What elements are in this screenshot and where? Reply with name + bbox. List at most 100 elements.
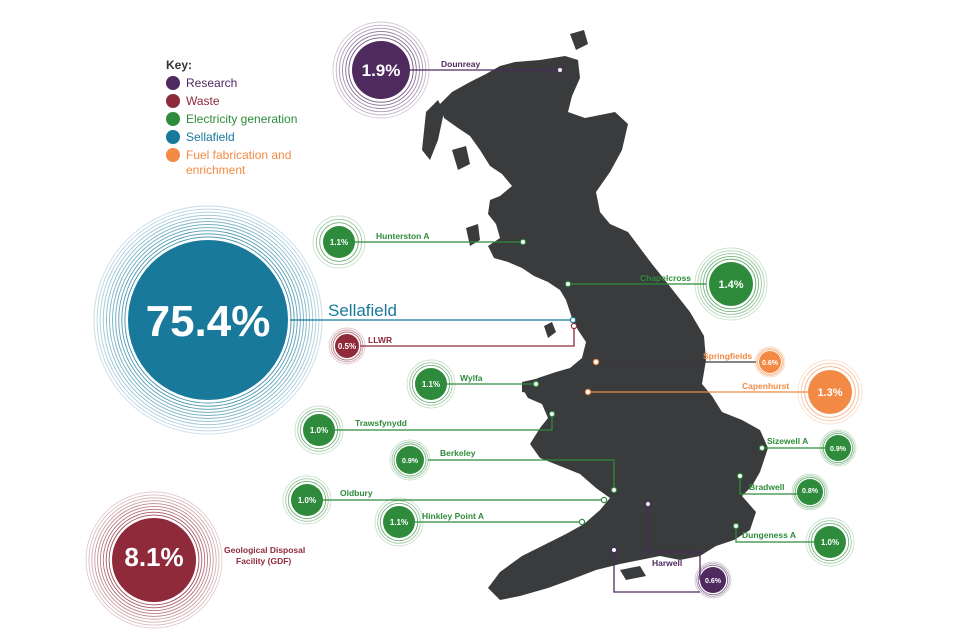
legend-label: Research [186,76,238,90]
chapelcross-core [709,262,753,306]
llwr-bubble [328,327,366,365]
legend-item-fuel: Fuel fabrication and enrichment [166,148,306,178]
trawsfynydd-core [303,414,335,446]
harwell-connector [647,504,701,580]
sizewell-bubble [819,429,857,467]
connector-lines [290,69,838,593]
sellafield-value: 75.4% [146,297,271,346]
dungeness-connector [735,526,826,543]
dungeness-ring [810,522,850,562]
dungeness-ring [805,517,855,567]
chapelcross-ring [705,258,757,310]
springfields-value: 0.6% [762,360,779,367]
hunterston-label: Hunterston A [376,231,430,241]
llwr-ring [332,331,362,361]
sizewell-ring [819,429,857,467]
berkeley-ring [389,439,431,481]
electricity-color-swatch [166,112,180,126]
hinkley-label: Hinkley Point A [422,511,484,521]
legend-label: Waste [186,94,220,108]
bradwell-core [797,479,823,505]
sizewell-core [825,435,851,461]
wylfa-ring [406,359,456,409]
winfrith-connector [613,550,700,593]
research-color-swatch [166,76,180,90]
dounreay-ring [338,27,424,113]
orkney-shape [570,30,588,50]
wylfa-label: Wylfa [460,373,483,383]
llwr-connector [360,326,575,347]
sellafield-ring [93,205,323,435]
capenhurst-ring [800,362,860,422]
chapelcross-dot [564,280,572,288]
chapelcross-ring [702,255,760,313]
dounreay-core [352,41,410,99]
gdf-label-line1: Geological Disposal [224,545,305,555]
sellafield-label: Sellafield [328,301,397,320]
dungeness-ring [808,520,852,564]
gdf-ring [94,500,214,620]
hinkley-ring [374,497,424,547]
bradwell-value: 0.8% [802,488,819,495]
dungeness-dot [732,522,740,530]
trawsfynydd-label: Trawsfynydd [355,418,407,428]
bradwell-ring [794,476,826,508]
gdf-value: 8.1% [124,542,183,572]
sellafield-core [128,240,288,400]
gdf-label-line2: Facility (GDF) [236,556,291,566]
oldbury-bubble [282,475,332,525]
bubble-values: 1.9% 1.1% 1.4% 75.4% 0.5% 0.6% 1.3% 1.1%… [124,61,846,585]
site-labels: Dounreay Hunterston A Chapelcross Sellaf… [224,59,808,568]
berkeley-core [396,446,424,474]
trawsfynydd-bubble [294,405,344,455]
llwr-dot [570,322,578,330]
wylfa-dot [532,380,540,388]
legend-item-research: Research [166,76,306,91]
sellafield-ring [102,214,314,426]
hinkley-ring [379,502,419,542]
sizewell-label: Sizewell A [767,436,808,446]
springfields-ring [755,347,785,377]
dounreay-value: 1.9% [362,61,401,80]
bradwell-connector [739,476,810,495]
springfields-ring [757,349,783,375]
sellafield-ring [105,217,311,423]
oldbury-ring [287,480,327,520]
hinkley-value: 1.1% [390,518,408,527]
chapelcross-ring [700,253,762,315]
hunterston-ring [312,215,366,269]
great-britain-shape [440,56,768,600]
bradwell-ring [791,473,829,511]
dungeness-bubble [805,517,855,567]
oldbury-dot [600,496,608,504]
harwell-ring [697,564,729,596]
capenhurst-label: Capenhurst [742,381,789,391]
trawsfynydd-dot [548,410,556,418]
western-isles-shape [422,100,444,160]
wylfa-value: 1.1% [422,380,440,389]
bradwell-label: Bradwell [749,482,784,492]
wylfa-ring [409,362,453,406]
oldbury-value: 1.0% [298,496,316,505]
gdf-ring [108,514,200,606]
oldbury-ring [285,478,329,522]
llwr-core [335,334,359,358]
islay-shape [466,224,480,246]
trawsfynydd-ring [299,410,339,450]
harwell-bubble [694,561,732,599]
bradwell-bubble [791,473,829,511]
site-dots [519,66,766,554]
sellafield-bubble [93,205,323,435]
trawsfynydd-value: 1.0% [310,426,328,435]
capenhurst-ring [804,366,856,418]
legend-label: Fuel fabrication and enrichment [186,148,292,177]
hunterston-value: 1.1% [330,238,348,247]
hunterston-ring [315,218,363,266]
hunterston-core [323,226,355,258]
dungeness-value: 1.0% [821,538,839,547]
gdf-ring [91,497,217,623]
wylfa-bubble [406,359,456,409]
llwr-ring [328,327,366,365]
